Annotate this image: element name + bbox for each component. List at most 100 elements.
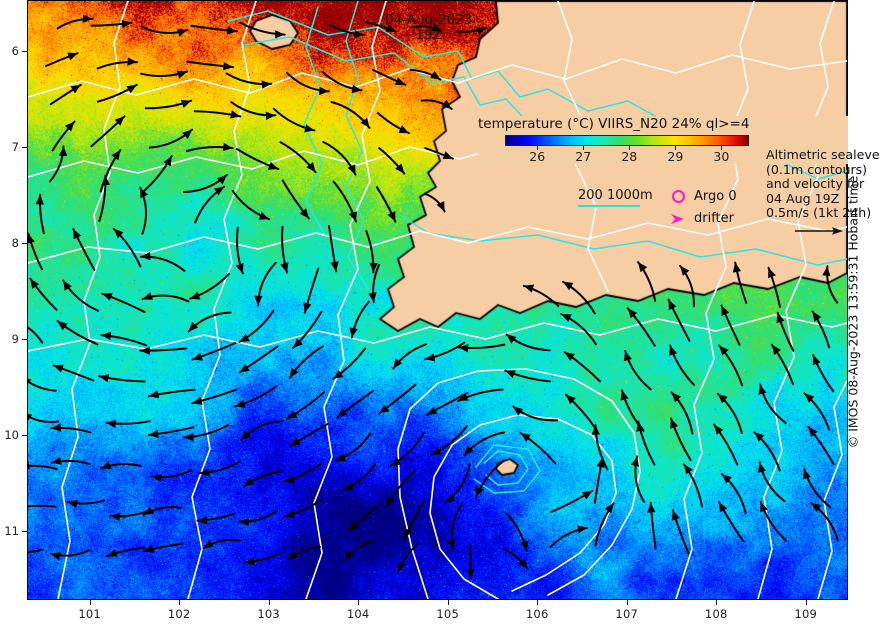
- velocity-vector-head: [176, 28, 188, 37]
- velocity-vector-head: [222, 142, 233, 151]
- altimetry-legend: Altimetric sealevel (0.1m contours) and …: [766, 147, 880, 221]
- velocity-vector-head: [140, 346, 150, 355]
- velocity-vector-head: [812, 355, 821, 366]
- velocity-vector-head: [287, 410, 298, 419]
- velocity-vector-head: [520, 433, 531, 442]
- velocity-scale-arrow-icon: [795, 222, 845, 241]
- velocity-vector-head: [280, 262, 289, 273]
- velocity-vector-head: [385, 24, 396, 32]
- colorbar-tick-mark: [629, 146, 631, 150]
- x-tick-label: 108: [704, 607, 728, 621]
- velocity-vector-head: [390, 457, 402, 466]
- colorbar[interactable]: temperature (°C) VIIRS_N20 24% ql>=4 26 2…: [478, 116, 848, 164]
- velocity-vector-head: [427, 406, 438, 415]
- velocity-vector-head: [808, 426, 818, 437]
- velocity-vector-head: [239, 333, 250, 342]
- velocity-vector-head: [395, 163, 405, 174]
- velocity-vector-head: [284, 474, 295, 483]
- x-tick-label: 102: [167, 607, 191, 621]
- velocity-vector: [28, 504, 56, 508]
- velocity-vector-head: [267, 161, 279, 170]
- y-tick-label: 6: [11, 43, 19, 58]
- velocity-vector-head: [344, 550, 354, 561]
- velocity-vector: [28, 326, 44, 344]
- velocity-vector-head: [239, 518, 250, 527]
- velocity-vector-head: [518, 558, 528, 569]
- velocity-vector-head: [732, 262, 742, 273]
- sealevel-contour: [397, 368, 641, 599]
- velocity-vector-head: [261, 80, 272, 89]
- velocity-vector-head: [203, 539, 214, 549]
- velocity-vector-head: [430, 70, 441, 80]
- velocity-vector-head: [306, 162, 316, 173]
- velocity-vector-head: [513, 406, 524, 416]
- velocity-vector-head: [404, 528, 413, 539]
- bathymetry-contour: [303, 6, 327, 238]
- velocity-vector: [28, 464, 58, 470]
- velocity-vector-head: [369, 262, 378, 273]
- velocity-vector-head: [287, 550, 298, 560]
- velocity-vector-head: [149, 390, 160, 399]
- velocity-vector-head: [235, 399, 246, 408]
- velocity-vector-head: [475, 486, 484, 497]
- velocity-vector-head: [114, 116, 125, 126]
- velocity-vector-head: [107, 548, 118, 557]
- colorbar-tick-mark: [537, 146, 539, 150]
- velocity-vector-head: [50, 552, 62, 561]
- y-tick-mark: [22, 146, 27, 148]
- velocity-vector-head: [638, 262, 648, 273]
- x-tick-label: 103: [257, 607, 280, 621]
- velocity-vector-head: [721, 474, 732, 484]
- velocity-vector-head: [163, 156, 172, 167]
- velocity-vector-head: [387, 211, 396, 222]
- velocity-vector-head: [458, 393, 469, 401]
- velocity-vector-head: [620, 390, 629, 401]
- velocity-vector-head: [244, 557, 255, 566]
- velocity-vector-head: [183, 432, 194, 442]
- velocity-vector-head: [582, 490, 593, 500]
- velocity-vector-head: [67, 499, 78, 509]
- velocity-vector-head: [176, 70, 188, 79]
- velocity-vector-head: [111, 150, 121, 161]
- velocity-vector-head: [771, 344, 781, 355]
- velocity-vector-head: [70, 84, 81, 94]
- velocity-vector-head: [151, 473, 162, 482]
- argo-legend-label: Argo 0: [694, 189, 737, 204]
- y-tick-label: 9: [11, 331, 19, 346]
- velocity-vector-head: [394, 77, 406, 85]
- y-tick-mark: [22, 338, 27, 340]
- sealevel-contour: [429, 414, 617, 599]
- velocity-vector-head: [717, 393, 728, 404]
- x-tick-mark: [537, 600, 539, 605]
- colorbar-gradient: [505, 135, 749, 146]
- velocity-vector-head: [101, 331, 112, 340]
- velocity-vector-head: [192, 352, 203, 361]
- velocity-vector-head: [768, 267, 776, 279]
- velocity-vector-head: [53, 364, 64, 373]
- colorbar-tick-mark: [583, 146, 585, 150]
- y-tick-label: 10: [4, 427, 19, 442]
- velocity-vector-head: [190, 291, 201, 300]
- velocity-vector-head: [441, 99, 452, 109]
- velocity-vector-head: [333, 370, 344, 379]
- velocity-vector-head: [101, 175, 110, 186]
- velocity-vector-head: [577, 525, 588, 534]
- velocity-vector-head: [812, 311, 822, 322]
- velocity-vector-head: [379, 404, 390, 414]
- velocity-vector-head: [140, 251, 151, 261]
- velocity-vector: [28, 380, 57, 392]
- velocity-vector-head: [719, 502, 728, 513]
- x-tick-label: 107: [615, 607, 638, 621]
- y-tick-mark: [22, 50, 27, 52]
- sealevel-contour: [817, 380, 847, 599]
- colorbar-title: temperature (°C) VIIRS_N20 24% ql>=4: [478, 116, 750, 132]
- velocity-vector-head: [393, 358, 403, 369]
- x-tick-label: 109: [794, 607, 817, 621]
- x-tick-label: 105: [436, 607, 459, 621]
- x-tick-label: 101: [78, 607, 101, 621]
- velocity-vector-head: [630, 456, 639, 467]
- map-plot-area[interactable]: [27, 0, 848, 600]
- velocity-vector-head: [520, 540, 529, 551]
- altimetry-legend-line-3: and velocity for: [766, 176, 865, 192]
- velocity-vector-head: [199, 468, 210, 477]
